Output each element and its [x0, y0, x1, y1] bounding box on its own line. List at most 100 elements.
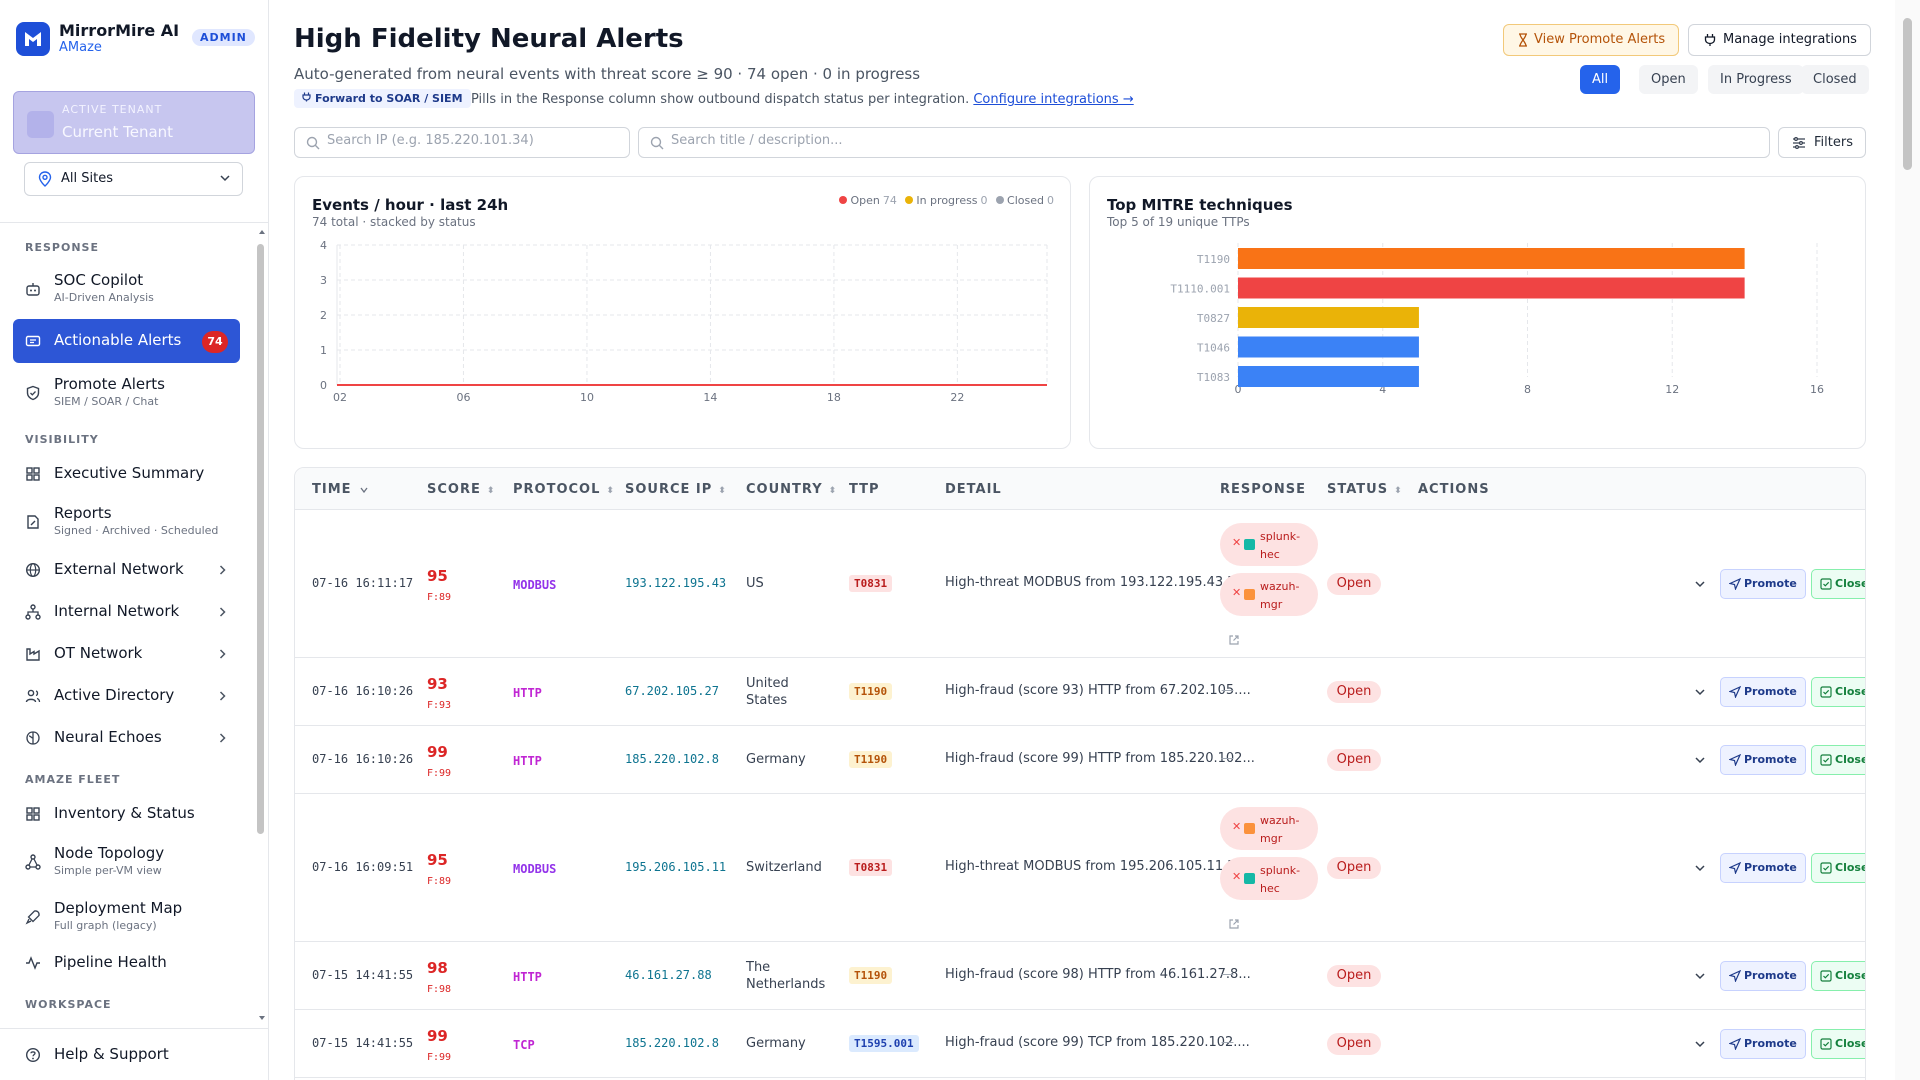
view-promote-alerts-label: View Promote Alerts: [1534, 32, 1666, 47]
filters-button[interactable]: Filters: [1778, 127, 1866, 158]
chevron-down-icon[interactable]: [1695, 689, 1705, 696]
sidebar-item-active-directory[interactable]: Active Directory: [13, 674, 240, 718]
promote-button[interactable]: Promote: [1720, 677, 1806, 707]
chevron-down-icon[interactable]: [1695, 973, 1705, 980]
sites-select[interactable]: All Sites: [24, 162, 243, 196]
response-pill-wazuh-mgr[interactable]: ✕ wazuh-mgr: [1220, 807, 1318, 850]
view-promote-alerts-button[interactable]: View Promote Alerts: [1503, 24, 1680, 56]
legend-dot-open: [839, 196, 848, 204]
sidebar-item-pipeline-health[interactable]: Pipeline Health: [13, 941, 240, 985]
category-label: T1046: [1197, 342, 1230, 355]
filter-tab-open[interactable]: Open: [1639, 65, 1698, 94]
col-country[interactable]: COUNTRY ⬍: [746, 482, 838, 497]
page-scrollbar[interactable]: [1895, 0, 1920, 1080]
sidebar-item-neural-echoes[interactable]: Neural Echoes: [13, 716, 240, 760]
col-status[interactable]: STATUS ⬍: [1327, 482, 1403, 497]
close-button[interactable]: Close: [1811, 853, 1865, 883]
sidebar-item-internal-network[interactable]: Internal Network: [13, 590, 240, 634]
tenant-name: Current Tenant: [62, 123, 174, 141]
close-button[interactable]: Close: [1811, 961, 1865, 991]
cell-source-ip[interactable]: 185.220.102.8: [625, 752, 719, 766]
external-link-icon[interactable]: [1228, 918, 1240, 930]
cell-source-ip[interactable]: 195.206.105.11: [625, 860, 727, 874]
cell-source-ip[interactable]: 185.220.102.8: [625, 1036, 719, 1050]
sidebar-item-inventory-status[interactable]: Inventory & Status: [13, 792, 240, 836]
response-pill-splunk-hec[interactable]: ✕ splunk-hec: [1220, 523, 1318, 566]
response-pill-splunk-hec[interactable]: ✕ splunk-hec: [1220, 857, 1318, 900]
table-row[interactable]: 07-16 16:09:51 95 F:89 MODBUS 195.206.105.11…: [295, 794, 1865, 942]
sidebar-scrollbar[interactable]: [258, 228, 266, 1026]
x-tick-label: 12: [1665, 383, 1679, 396]
sidebar-item-promote-alerts[interactable]: Promote Alerts SIEM / SOAR / Chat: [13, 371, 240, 415]
response-pill-label: splunk-hec: [1260, 864, 1301, 895]
chevron-down-icon[interactable]: [1695, 581, 1705, 588]
sidebar-item-help[interactable]: Help & Support: [13, 1033, 240, 1077]
sidebar-item-soc-copilot[interactable]: SOC Copilot AI-Driven Analysis: [13, 267, 240, 311]
table-row[interactable]: 07-16 16:10:26 93 F:93 HTTP 67.202.105.27 Uni…: [295, 658, 1866, 726]
close-button[interactable]: Close: [1811, 745, 1865, 775]
forward-description-text: Pills in the Response column show outbou…: [471, 92, 970, 107]
chevron-right-icon: [219, 691, 226, 701]
failed-x-icon: ✕: [1232, 820, 1242, 833]
promote-label: Promote: [1744, 969, 1797, 982]
sidebar-item-external-network[interactable]: External Network: [13, 548, 240, 592]
legend-closed-count: 0: [1047, 194, 1054, 207]
filter-tab-in-progress[interactable]: In Progress: [1708, 65, 1804, 94]
sidebar-item-node-topology[interactable]: Node Topology Simple per-VM view: [13, 840, 240, 884]
chevron-down-icon[interactable]: [1695, 865, 1705, 872]
cell-source-ip[interactable]: 46.161.27.88: [625, 968, 712, 982]
col-protocol[interactable]: PROTOCOL ⬍: [513, 482, 615, 497]
table-row[interactable]: 07-15 14:41:55 98 F:98 HTTP 46.161.27.88 The N…: [295, 942, 1865, 1010]
send-icon: [1729, 1038, 1741, 1050]
page-scrollbar-thumb[interactable]: [1903, 18, 1912, 170]
close-label: Close: [1835, 685, 1866, 698]
sidebar-scrollbar-thumb[interactable]: [257, 244, 264, 834]
sidebar-item-deployment-map[interactable]: Deployment Map Full graph (legacy): [13, 895, 240, 939]
robot-icon: [26, 283, 40, 296]
bar-t1190: [1238, 248, 1745, 269]
failed-x-icon: ✕: [1232, 870, 1242, 883]
send-icon: [1729, 754, 1741, 766]
configure-integrations-link[interactable]: Configure integrations →: [973, 92, 1134, 107]
promote-button[interactable]: Promote: [1720, 1029, 1806, 1059]
x-tick-label: 06: [456, 391, 470, 404]
close-button[interactable]: Close: [1811, 1029, 1865, 1059]
response-pill-wazuh-mgr[interactable]: ✕ wazuh-mgr: [1220, 573, 1318, 616]
promote-button[interactable]: Promote: [1720, 569, 1806, 599]
table-row[interactable]: 07-16 16:10:26 99 F:99 HTTP 185.220.102.8 Ger…: [295, 726, 1865, 794]
promote-button[interactable]: Promote: [1720, 853, 1806, 883]
y-tick-label: 0: [320, 379, 327, 392]
brand[interactable]: MirrorMire AI AMaze ADMIN: [16, 20, 256, 58]
country-line-2: Netherlands: [746, 977, 826, 992]
promote-button[interactable]: Promote: [1720, 961, 1806, 991]
ip-search-input[interactable]: [327, 133, 628, 148]
col-score[interactable]: SCORE ⬍: [427, 482, 496, 497]
tenant-switcher[interactable]: ACTIVE TENANT Current Tenant: [13, 91, 255, 154]
filter-tab-closed[interactable]: Closed: [1801, 65, 1869, 94]
table-row[interactable]: 07-16 16:11:17 95 F:89 MODBUS 193.122.195.43…: [295, 510, 1865, 658]
cell-time: 07-16 16:10:26: [312, 684, 414, 698]
title-search-input[interactable]: [671, 133, 1688, 148]
close-button[interactable]: Close: [1811, 569, 1865, 599]
external-link-icon[interactable]: [1228, 634, 1240, 646]
sidebar-item-actionable-alerts[interactable]: Actionable Alerts 74: [13, 319, 240, 363]
cell-fraud-score: F:89: [427, 592, 452, 603]
cell-source-ip[interactable]: 193.122.195.43: [625, 576, 727, 590]
table-row[interactable]: 07-15 14:41:55 99 F:99 TCP 185.220.102.8 Germ…: [295, 1010, 1865, 1078]
map-pin-icon: [38, 171, 52, 187]
filter-tab-all[interactable]: All: [1580, 65, 1621, 94]
close-button[interactable]: Close: [1811, 677, 1866, 707]
chevron-right-icon: [219, 565, 226, 575]
chevron-down-icon[interactable]: [1695, 757, 1705, 764]
col-source-ip[interactable]: SOURCE IP ⬍: [625, 482, 727, 497]
col-time[interactable]: TIME: [312, 482, 368, 497]
sidebar-item-reports[interactable]: Reports Signed · Archived · Scheduled: [13, 500, 240, 544]
promote-button[interactable]: Promote: [1720, 745, 1806, 775]
chevron-right-icon: [219, 649, 226, 659]
cell-source-ip[interactable]: 67.202.105.27: [625, 684, 719, 698]
sidebar-item-executive-summary[interactable]: Executive Summary: [13, 452, 240, 496]
chevron-down-icon[interactable]: [1695, 1041, 1705, 1048]
sidebar-item-ot-network[interactable]: OT Network: [13, 632, 240, 676]
sliders-icon: [1793, 137, 1805, 149]
manage-integrations-button[interactable]: Manage integrations: [1688, 24, 1871, 56]
